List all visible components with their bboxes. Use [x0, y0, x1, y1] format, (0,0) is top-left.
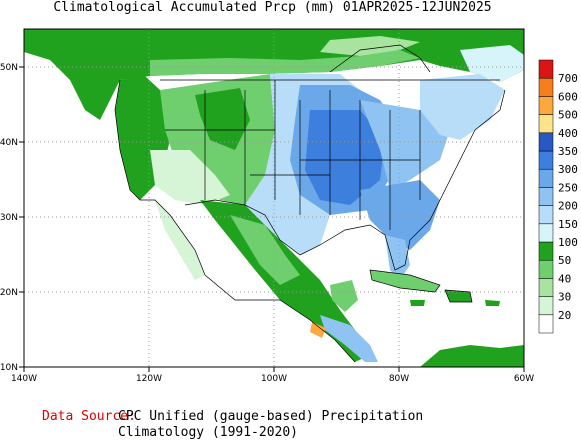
- region-central-america-wet: [320, 315, 378, 362]
- map-title: Climatological Accumulated Prcp (mm) 01A…: [53, 0, 492, 15]
- data-source-line1: CPC Unified (gauge-based) Precipitation: [118, 409, 424, 424]
- region-texas: [245, 175, 330, 255]
- region-ohio-valley: [360, 100, 450, 190]
- region-florida: [385, 235, 410, 280]
- lon-label-60w: 60W: [514, 374, 534, 384]
- legend-level-label: 600: [558, 90, 578, 103]
- legend-level-label: 250: [558, 181, 578, 194]
- legend-swatch: [538, 77, 554, 97]
- gridlines: [24, 29, 524, 367]
- region-puerto-rico: [485, 300, 500, 306]
- region-hispaniola: [445, 290, 472, 302]
- legend-level-label: 400: [558, 127, 578, 140]
- precipitation-field: [24, 29, 524, 367]
- lon-label-120w: 120W: [136, 374, 162, 384]
- lat-label-20n: 20N: [0, 288, 18, 298]
- region-labrador-light: [460, 45, 524, 82]
- legend-swatch: [538, 168, 554, 188]
- legend-level-label: 700: [558, 72, 578, 85]
- legend-level-label: 40: [558, 272, 571, 285]
- region-cuba: [370, 270, 440, 292]
- legend-level-label: 150: [558, 218, 578, 231]
- legend-level-label: 350: [558, 145, 578, 158]
- region-baja: [155, 200, 205, 280]
- region-northeast: [420, 74, 505, 140]
- legend-swatch: [538, 96, 554, 115]
- region-southwest-dry: [150, 150, 230, 205]
- legend-swatch: [538, 59, 554, 79]
- lon-label-100w: 100W: [261, 374, 287, 384]
- region-hudson-light: [320, 36, 420, 56]
- legend-swatch: [538, 241, 554, 261]
- region-yucatan: [330, 280, 358, 312]
- region-guatemala-peak: [310, 322, 326, 338]
- region-canada-light: [150, 50, 420, 76]
- color-legend: 20 30 40 50 100 150 200 250 300 350 400 500 600 700: [538, 59, 578, 334]
- legend-swatch: [538, 314, 554, 334]
- legend-swatch: [538, 223, 554, 243]
- axis-ticks: [19, 66, 525, 372]
- legend-level-label: 50: [558, 254, 571, 267]
- legend-level-label: 200: [558, 200, 578, 213]
- data-source-line2: Climatology (1991-2020): [118, 425, 299, 440]
- region-central-core: [305, 110, 385, 205]
- region-mexico-plateau: [230, 215, 300, 285]
- legend-level-label: 30: [558, 291, 571, 304]
- lat-label-50n: 50N: [0, 63, 18, 73]
- legend-level-label: 20: [558, 309, 571, 322]
- region-rockies: [195, 88, 250, 150]
- legend-swatch: [538, 278, 554, 297]
- legend-level-label: 100: [558, 236, 578, 249]
- legend-swatch: [538, 132, 554, 152]
- data-source-label: Data Source:: [42, 409, 136, 424]
- legend-level-label: 500: [558, 109, 578, 122]
- region-jamaica: [410, 300, 425, 306]
- legend-swatch: [538, 187, 554, 206]
- legend-swatch: [538, 296, 554, 316]
- lon-label-80w: 80W: [389, 374, 409, 384]
- legend-swatch: [538, 205, 554, 225]
- legend-swatch: [538, 259, 554, 279]
- legend-level-label: 300: [558, 163, 578, 176]
- lat-label-10n: 10N: [0, 363, 18, 373]
- legend-swatch: [538, 150, 554, 170]
- region-south-america: [420, 345, 524, 367]
- lat-label-30n: 30N: [0, 213, 18, 223]
- lon-label-140w: 140W: [11, 374, 37, 384]
- boundaries: [114, 44, 506, 363]
- legend-swatch: [538, 114, 554, 134]
- lat-label-40n: 40N: [0, 138, 18, 148]
